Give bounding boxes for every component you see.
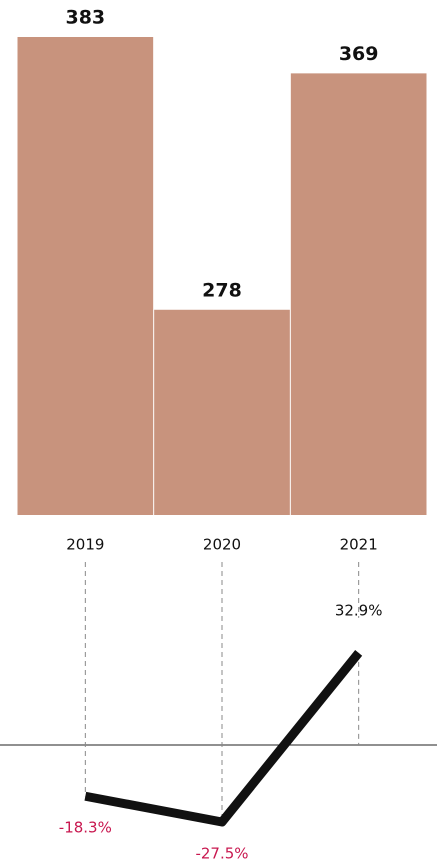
- x-tick-label: 2021: [340, 536, 378, 554]
- x-tick-label: 2020: [203, 536, 241, 554]
- bar: [290, 73, 427, 515]
- bar: [154, 309, 290, 515]
- bar-value-label: 278: [202, 279, 242, 301]
- change-label: -18.3%: [59, 819, 112, 837]
- bar-value-label: 383: [65, 7, 105, 29]
- change-line: [84, 650, 363, 827]
- change-label: 32.9%: [335, 601, 383, 619]
- bar-value-label: 369: [339, 43, 379, 65]
- bar: [17, 37, 154, 515]
- change-label: -27.5%: [195, 845, 248, 859]
- x-tick-label: 2019: [66, 536, 104, 554]
